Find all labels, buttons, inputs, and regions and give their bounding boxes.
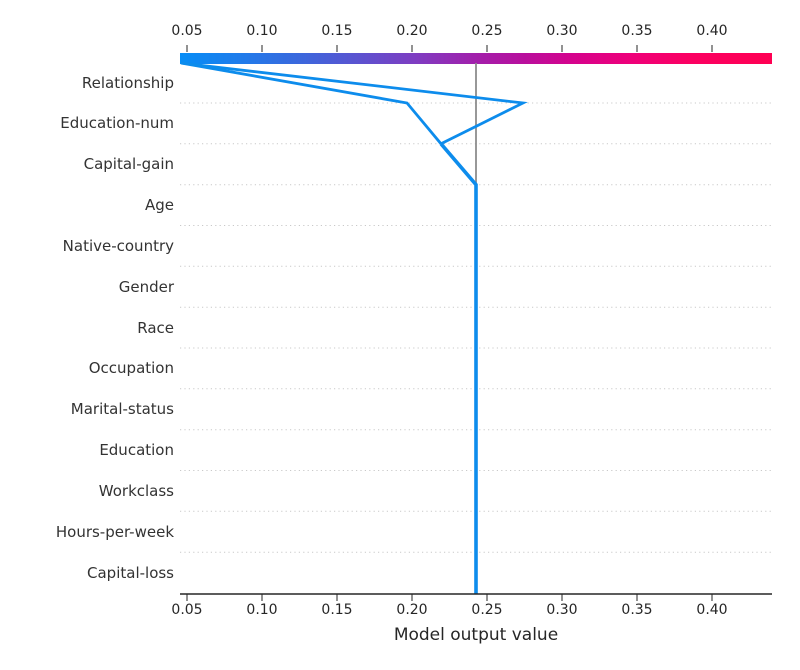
top-tick-label: 0.35 — [621, 23, 653, 39]
bottom-tick-label: 0.20 — [396, 602, 428, 618]
bottom-tick-label: 0.25 — [471, 602, 503, 618]
output-value-colorbar — [180, 53, 772, 64]
top-tick-label: 0.05 — [171, 23, 203, 39]
top-axis-ticks — [186, 45, 713, 52]
x-axis-title: Model output value — [393, 625, 559, 645]
top-tick-label: 0.40 — [696, 23, 728, 39]
top-tick-label: 0.15 — [321, 23, 353, 39]
feature-label-age: Age — [144, 196, 174, 214]
bottom-tick-label: 0.15 — [321, 602, 353, 618]
bottom-tick-label: 0.35 — [621, 602, 653, 618]
bottom-axis-ticks — [186, 594, 713, 601]
feature-label-gender: Gender — [118, 278, 174, 296]
top-tick-label: 0.25 — [471, 23, 503, 39]
bottom-tick-label: 0.40 — [696, 602, 728, 618]
feature-label-native-country: Native-country — [62, 237, 174, 255]
top-tick-label: 0.30 — [546, 23, 578, 39]
feature-label-race: Race — [137, 319, 174, 337]
decision-path-observation-2 — [180, 61, 528, 146]
top-tick-label: 0.20 — [396, 23, 428, 39]
bottom-tick-label: 0.10 — [246, 602, 278, 618]
feature-label-capital-loss: Capital-loss — [87, 564, 174, 582]
feature-label-capital-gain: Capital-gain — [83, 155, 174, 173]
bottom-tick-label: 0.05 — [171, 602, 203, 618]
bottom-tick-label: 0.30 — [546, 602, 578, 618]
feature-label-workclass: Workclass — [98, 482, 174, 500]
decision-path-shared — [439, 142, 478, 594]
feature-label-marital-status: Marital-status — [70, 400, 174, 418]
decision-path-observation-1 — [180, 61, 443, 145]
top-tick-label: 0.10 — [246, 23, 278, 39]
feature-label-education: Education — [99, 441, 174, 459]
feature-label-education-num: Education-num — [60, 114, 174, 132]
feature-label-relationship: Relationship — [81, 74, 174, 92]
feature-label-occupation: Occupation — [88, 359, 174, 377]
feature-label-hours-per-week: Hours-per-week — [55, 523, 174, 541]
